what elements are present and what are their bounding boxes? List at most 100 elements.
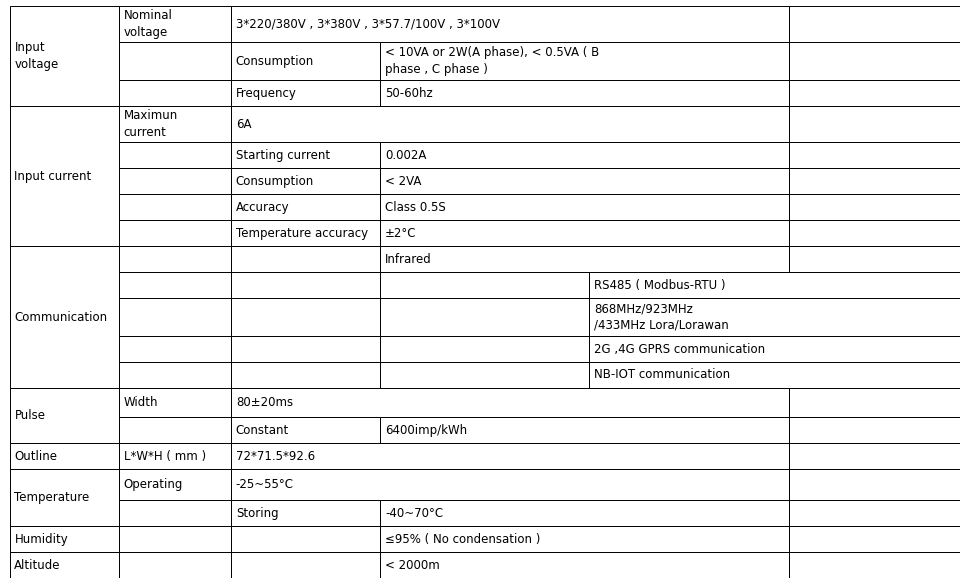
Text: -40~70°C: -40~70°C bbox=[385, 507, 443, 520]
Bar bbox=[119, 168, 232, 194]
Text: L*W*H ( mm ): L*W*H ( mm ) bbox=[124, 450, 206, 462]
Bar bbox=[789, 194, 960, 220]
Bar bbox=[119, 246, 232, 272]
Bar bbox=[10, 443, 119, 469]
Bar bbox=[789, 469, 960, 500]
Bar bbox=[789, 220, 960, 246]
Text: Consumption: Consumption bbox=[235, 55, 315, 67]
Bar bbox=[119, 42, 232, 80]
Text: < 2VA: < 2VA bbox=[385, 175, 422, 188]
Text: Operating: Operating bbox=[124, 478, 183, 491]
Text: Outline: Outline bbox=[14, 450, 57, 462]
Bar bbox=[789, 526, 960, 552]
Bar bbox=[789, 142, 960, 168]
Text: Nominal
voltage: Nominal voltage bbox=[124, 9, 173, 39]
Bar bbox=[232, 552, 380, 578]
Bar bbox=[380, 246, 789, 272]
Bar bbox=[380, 526, 789, 552]
Bar bbox=[232, 142, 380, 168]
Bar bbox=[119, 194, 232, 220]
Bar bbox=[119, 298, 232, 336]
Text: -25~55°C: -25~55°C bbox=[235, 478, 294, 491]
Bar bbox=[789, 388, 960, 417]
Bar bbox=[232, 443, 789, 469]
Text: < 2000m: < 2000m bbox=[385, 558, 440, 572]
Bar bbox=[232, 6, 789, 42]
Bar bbox=[380, 417, 789, 443]
Text: Temperature accuracy: Temperature accuracy bbox=[235, 227, 368, 240]
Text: Temperature: Temperature bbox=[14, 491, 90, 504]
Text: Humidity: Humidity bbox=[14, 533, 69, 546]
Bar bbox=[10, 552, 119, 578]
Bar bbox=[789, 80, 960, 106]
Bar bbox=[789, 168, 960, 194]
Bar bbox=[119, 106, 232, 142]
Text: Width: Width bbox=[124, 396, 158, 409]
Bar bbox=[789, 500, 960, 526]
Bar bbox=[380, 336, 590, 362]
Bar bbox=[232, 106, 789, 142]
Bar bbox=[232, 42, 380, 80]
Bar bbox=[590, 362, 960, 388]
Bar bbox=[789, 552, 960, 578]
Bar bbox=[10, 106, 119, 246]
Bar bbox=[119, 388, 232, 417]
Bar bbox=[119, 500, 232, 526]
Bar bbox=[232, 362, 380, 388]
Text: 6A: 6A bbox=[235, 118, 251, 131]
Bar bbox=[10, 6, 119, 106]
Bar bbox=[10, 526, 119, 552]
Text: 80±20ms: 80±20ms bbox=[235, 396, 293, 409]
Bar bbox=[119, 6, 232, 42]
Bar bbox=[590, 272, 960, 298]
Bar bbox=[119, 362, 232, 388]
Bar bbox=[119, 417, 232, 443]
Bar bbox=[119, 142, 232, 168]
Text: ≤95% ( No condensation ): ≤95% ( No condensation ) bbox=[385, 533, 540, 546]
Bar bbox=[232, 272, 380, 298]
Text: ±2°C: ±2°C bbox=[385, 227, 417, 240]
Bar bbox=[119, 220, 232, 246]
Text: Constant: Constant bbox=[235, 424, 290, 437]
Text: Consumption: Consumption bbox=[235, 175, 315, 188]
Bar bbox=[789, 6, 960, 42]
Bar bbox=[10, 469, 119, 526]
Bar bbox=[380, 42, 789, 80]
Bar bbox=[119, 80, 232, 106]
Bar bbox=[232, 246, 380, 272]
Bar bbox=[380, 362, 590, 388]
Bar bbox=[10, 246, 119, 388]
Bar bbox=[232, 526, 380, 552]
Bar bbox=[380, 500, 789, 526]
Bar bbox=[119, 336, 232, 362]
Text: Infrared: Infrared bbox=[385, 253, 432, 266]
Bar bbox=[119, 552, 232, 578]
Bar bbox=[789, 417, 960, 443]
Bar bbox=[232, 336, 380, 362]
Text: Input current: Input current bbox=[14, 170, 92, 182]
Text: Pulse: Pulse bbox=[14, 409, 45, 422]
Text: Storing: Storing bbox=[235, 507, 279, 520]
Bar bbox=[380, 552, 789, 578]
Bar bbox=[232, 298, 380, 336]
Bar bbox=[789, 246, 960, 272]
Text: 6400imp/kWh: 6400imp/kWh bbox=[385, 424, 467, 437]
Bar bbox=[119, 443, 232, 469]
Bar bbox=[380, 194, 789, 220]
Text: Class 0.5S: Class 0.5S bbox=[385, 200, 446, 214]
Text: Input
voltage: Input voltage bbox=[14, 41, 59, 71]
Bar bbox=[590, 336, 960, 362]
Bar bbox=[10, 388, 119, 443]
Bar bbox=[380, 80, 789, 106]
Text: 868MHz/923MHz
/433MHz Lora/Lorawan: 868MHz/923MHz /433MHz Lora/Lorawan bbox=[594, 302, 729, 332]
Text: Accuracy: Accuracy bbox=[235, 200, 290, 214]
Text: RS485 ( Modbus-RTU ): RS485 ( Modbus-RTU ) bbox=[594, 278, 726, 292]
Bar bbox=[789, 443, 960, 469]
Bar bbox=[380, 142, 789, 168]
Bar bbox=[380, 220, 789, 246]
Text: 3*220/380V , 3*380V , 3*57.7/100V , 3*100V: 3*220/380V , 3*380V , 3*57.7/100V , 3*10… bbox=[235, 17, 500, 30]
Bar bbox=[380, 272, 590, 298]
Text: Frequency: Frequency bbox=[235, 87, 297, 99]
Bar bbox=[380, 298, 590, 336]
Bar bbox=[380, 168, 789, 194]
